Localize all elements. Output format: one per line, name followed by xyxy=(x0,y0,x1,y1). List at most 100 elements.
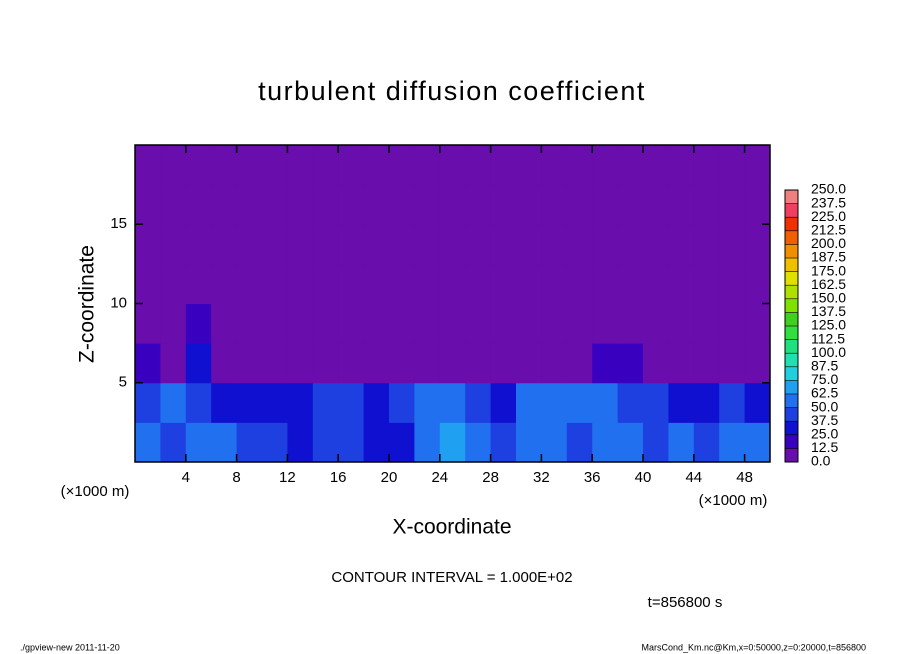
cell xyxy=(363,343,390,384)
cell xyxy=(262,145,288,186)
cell xyxy=(160,184,187,225)
cell xyxy=(338,382,365,423)
cell xyxy=(236,145,263,186)
cell xyxy=(338,303,365,344)
cell xyxy=(541,184,568,225)
cell xyxy=(287,145,314,186)
cell xyxy=(744,303,771,344)
cell xyxy=(719,184,746,225)
cell xyxy=(312,343,339,384)
x-tick-label: 8 xyxy=(232,469,240,486)
cell xyxy=(414,145,441,186)
cell xyxy=(719,145,746,186)
x-tick-label: 28 xyxy=(482,469,499,486)
cell xyxy=(312,303,339,344)
cell xyxy=(312,422,339,463)
cell xyxy=(338,224,365,265)
cell xyxy=(541,343,568,384)
cell xyxy=(338,422,365,463)
cell xyxy=(363,382,390,423)
cell xyxy=(211,382,238,423)
cell xyxy=(439,145,466,186)
time-label: t=856800 s xyxy=(648,594,723,611)
colorbar-label: 250.0 xyxy=(811,181,846,197)
cell xyxy=(185,382,212,423)
cell xyxy=(592,343,619,384)
cell xyxy=(135,303,161,344)
cell xyxy=(643,422,669,463)
contour-interval: CONTOUR INTERVAL = 1.000E+02 xyxy=(331,569,572,586)
cell xyxy=(389,184,415,225)
cell xyxy=(693,303,720,344)
cell xyxy=(185,263,212,304)
colorbar-swatch xyxy=(785,258,798,272)
cell xyxy=(160,343,187,384)
cell xyxy=(592,145,619,186)
cell xyxy=(693,382,720,423)
cell xyxy=(617,145,644,186)
cell xyxy=(414,382,441,423)
cell xyxy=(592,263,619,304)
cell xyxy=(668,343,695,384)
cell xyxy=(617,422,644,463)
x-axis-label: X-coordinate xyxy=(392,516,511,539)
y-tick-label: 10 xyxy=(110,294,127,311)
cell xyxy=(287,263,314,304)
cell xyxy=(312,263,339,304)
cell xyxy=(541,422,568,463)
cell xyxy=(744,145,771,186)
colorbar-swatch xyxy=(785,339,798,354)
colorbar-label: 0.0 xyxy=(811,453,831,469)
cell xyxy=(211,422,238,463)
colorbar-swatch xyxy=(785,434,798,449)
cell xyxy=(490,343,517,384)
cell xyxy=(516,224,542,265)
cell xyxy=(389,343,415,384)
cell xyxy=(693,224,720,265)
cell xyxy=(236,343,263,384)
cell xyxy=(693,184,720,225)
cell xyxy=(135,382,161,423)
cell xyxy=(439,382,466,423)
cell xyxy=(211,145,238,186)
cell xyxy=(490,184,517,225)
cell xyxy=(135,184,161,225)
colorbar-label: 100.0 xyxy=(811,344,846,360)
cell xyxy=(312,145,339,186)
colorbar-label: 137.5 xyxy=(811,303,846,319)
cell xyxy=(566,382,593,423)
cell xyxy=(185,303,212,344)
cell xyxy=(693,422,720,463)
cell xyxy=(490,224,517,265)
colorbar-label: 125.0 xyxy=(811,317,846,333)
cell xyxy=(719,382,746,423)
cell xyxy=(135,343,161,384)
cell xyxy=(566,303,593,344)
colorbar-swatch xyxy=(785,271,798,286)
colorbar-label: 175.0 xyxy=(811,262,846,278)
cell xyxy=(185,184,212,225)
colorbar-swatch xyxy=(785,203,798,218)
colorbar-swatch xyxy=(785,448,798,463)
cell xyxy=(465,382,492,423)
cell xyxy=(389,382,415,423)
cell xyxy=(465,184,492,225)
cell xyxy=(465,145,492,186)
cell xyxy=(185,145,212,186)
cell xyxy=(135,422,161,463)
cell xyxy=(185,343,212,384)
y-tick-label: 15 xyxy=(110,215,127,232)
cell xyxy=(287,422,314,463)
colorbar-label: 87.5 xyxy=(811,358,838,374)
cell xyxy=(211,263,238,304)
cell xyxy=(439,224,466,265)
cell xyxy=(262,303,288,344)
cell xyxy=(541,382,568,423)
cell xyxy=(490,303,517,344)
cell xyxy=(287,224,314,265)
cell xyxy=(287,303,314,344)
cell xyxy=(236,303,263,344)
cell xyxy=(744,184,771,225)
